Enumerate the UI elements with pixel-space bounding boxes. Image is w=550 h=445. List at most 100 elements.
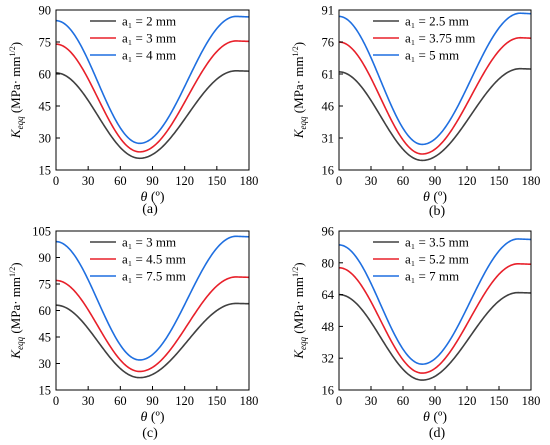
- x-tick-label: 0: [53, 394, 59, 408]
- x-tick-label: 30: [365, 394, 378, 408]
- x-tick-label: 90: [146, 394, 159, 408]
- x-tick-label: 120: [458, 174, 477, 188]
- y-tick-label: 75: [39, 36, 52, 50]
- y-tick-label: 105: [32, 225, 51, 239]
- x-tick-label: 150: [490, 394, 509, 408]
- legend-label-1: a₁ = 2.5 mm: [405, 14, 469, 29]
- legend-label-3: a₁ = 5 mm: [405, 48, 459, 63]
- legend-label-3: a₁ = 4 mm: [122, 48, 176, 63]
- y-tick-label: 31: [322, 132, 335, 146]
- x-axis-symbol: θ: [423, 190, 430, 205]
- panel-caption: (b): [429, 204, 446, 219]
- x-tick-label: 60: [397, 174, 410, 188]
- x-axis-unit: (º): [433, 410, 447, 425]
- series-line-2: [338, 262, 532, 374]
- x-tick-label: 120: [175, 174, 194, 188]
- y-tick-label: 15: [39, 164, 52, 178]
- x-tick-label: 0: [53, 174, 59, 188]
- y-axis-subscript: eqq: [15, 336, 25, 349]
- series-line-3: [55, 235, 250, 361]
- y-tick-label: 80: [322, 256, 335, 270]
- y-axis-exponent: 1/2: [8, 267, 17, 277]
- x-tick-label: 0: [336, 174, 342, 188]
- y-tick-label: 60: [39, 304, 52, 318]
- panel-caption: (a): [142, 202, 158, 217]
- y-tick-label: 32: [322, 352, 335, 366]
- y-axis-close: ): [8, 42, 23, 46]
- series-line-2: [55, 40, 250, 153]
- x-axis-symbol: θ: [140, 190, 147, 205]
- x-tick-label: 180: [240, 174, 259, 188]
- y-axis-subscript: eqq: [298, 336, 308, 349]
- legend-label-1: a₁ = 3 mm: [122, 235, 176, 250]
- legend-label-2: a₁ = 5.2 mm: [405, 252, 469, 267]
- x-axis-symbol: θ: [140, 410, 147, 425]
- series-line-1: [55, 302, 250, 379]
- y-axis-close: ): [8, 262, 23, 266]
- x-tick-label: 30: [365, 174, 378, 188]
- y-axis-label: Keqq (MPa· mm1/2): [291, 262, 308, 359]
- panel-caption: (c): [142, 426, 158, 441]
- series-line-1: [338, 291, 532, 381]
- chart-panel-c: 0 30 60 90 120 150 180 15 30 45 60 75 90 105 θ (º) Keqq…: [8, 225, 258, 442]
- y-axis-label: Keqq (MPa· mm1/2): [8, 262, 25, 359]
- y-tick-label: 60: [39, 68, 52, 82]
- y-axis-symbol: K: [291, 349, 306, 360]
- y-axis-symbol: K: [8, 128, 23, 139]
- x-tick-label: 60: [114, 174, 127, 188]
- x-tick-label: 60: [397, 394, 410, 408]
- y-tick-label: 30: [39, 132, 52, 146]
- x-tick-label: 60: [114, 394, 127, 408]
- y-tick-label: 90: [39, 251, 52, 265]
- x-tick-label: 150: [207, 174, 226, 188]
- legend-label-2: a₁ = 4.5 mm: [122, 252, 186, 267]
- x-tick-label: 30: [82, 174, 95, 188]
- series-line-3: [338, 12, 532, 146]
- y-axis-close: ): [291, 42, 306, 46]
- legend-label-2: a₁ = 3 mm: [122, 31, 176, 46]
- x-tick-label: 150: [490, 174, 509, 188]
- y-tick-label: 15: [39, 384, 52, 398]
- x-tick-label: 150: [207, 394, 226, 408]
- legend-label-3: a₁ = 7.5 mm: [122, 269, 186, 284]
- x-tick-label: 90: [146, 174, 159, 188]
- y-tick-label: 45: [39, 331, 52, 345]
- y-axis-symbol: K: [8, 349, 23, 360]
- y-tick-label: 45: [39, 100, 52, 114]
- x-tick-label: 90: [429, 174, 442, 188]
- y-tick-label: 91: [322, 4, 335, 18]
- y-axis-unit-text: (MPa· mm: [8, 56, 23, 113]
- x-tick-label: 120: [458, 394, 477, 408]
- y-axis-unit-text: (MPa· mm: [291, 277, 306, 334]
- y-tick-label: 61: [322, 68, 335, 82]
- y-axis-symbol: K: [291, 128, 306, 139]
- y-axis-unit-text: (MPa· mm: [291, 56, 306, 113]
- legend-label-3: a₁ = 7 mm: [405, 269, 459, 284]
- y-tick-label: 48: [322, 320, 335, 334]
- x-axis-label: θ (º): [140, 190, 164, 205]
- legend-label-1: a₁ = 2 mm: [122, 14, 176, 29]
- series-line-1: [338, 67, 532, 162]
- x-axis-unit: (º): [151, 190, 165, 205]
- x-axis-label: θ (º): [423, 410, 447, 425]
- series-line-3: [338, 238, 532, 365]
- series-line-2: [338, 36, 532, 155]
- y-tick-label: 75: [39, 278, 52, 292]
- chart-panel-b: 0 30 60 90 120 150 180 16 31 46 61 76 91 θ (º) Keqq (M…: [291, 4, 540, 220]
- x-axis-label: θ (º): [423, 190, 447, 205]
- chart-panel-d: 0 30 60 90 120 150 180 16 32 48 64 80 96 θ (º) Keqq (M…: [291, 225, 540, 442]
- legend-label-1: a₁ = 3.5 mm: [405, 235, 469, 250]
- y-axis-unit-text: (MPa· mm: [8, 277, 23, 334]
- legend-label-2: a₁ = 3.75 mm: [405, 31, 475, 46]
- y-tick-label: 16: [322, 384, 335, 398]
- x-axis-unit: (º): [433, 190, 447, 205]
- y-tick-label: 90: [39, 4, 52, 18]
- y-axis-label: Keqq (MPa· mm1/2): [291, 42, 308, 139]
- x-axis-symbol: θ: [423, 410, 430, 425]
- panel-caption: (d): [429, 426, 446, 441]
- y-tick-label: 46: [322, 100, 335, 114]
- series-line-1: [55, 69, 250, 160]
- y-axis-exponent: 1/2: [291, 46, 300, 56]
- x-tick-label: 180: [240, 394, 259, 408]
